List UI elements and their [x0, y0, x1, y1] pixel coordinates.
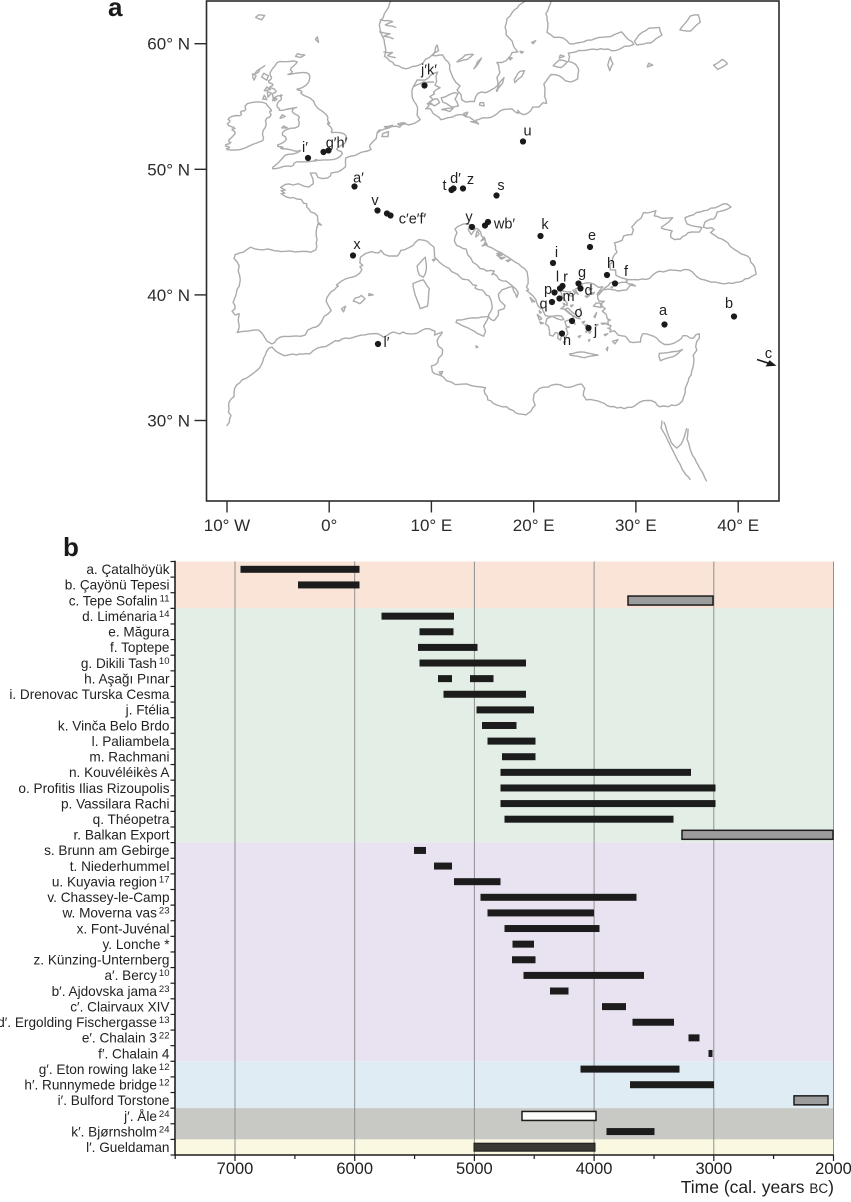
svg-text:g: g: [578, 265, 586, 281]
svg-text:l: l: [556, 270, 559, 286]
svg-text:t: t: [442, 178, 446, 194]
svg-text:q: q: [539, 297, 547, 313]
svg-text:Time (cal. years BC): Time (cal. years BC): [681, 1177, 834, 1197]
svg-text:c′e′f′: c′e′f′: [399, 212, 427, 228]
svg-text:d′: d′: [450, 171, 461, 187]
svg-text:e′. Chalain 322: e′. Chalain 3 22: [82, 1031, 170, 1046]
svg-text:h: h: [607, 256, 615, 272]
svg-text:i. Drenovac Turska Cesma: i. Drenovac Turska Cesma: [9, 687, 170, 702]
svg-text:l. Paliambela: l. Paliambela: [92, 734, 170, 749]
svg-text:m: m: [562, 289, 574, 305]
svg-text:e: e: [588, 228, 596, 244]
svg-text:10° W: 10° W: [204, 516, 250, 535]
svg-text:l′. Gueldaman: l′. Gueldaman: [86, 1140, 169, 1155]
svg-text:60° N: 60° N: [147, 35, 190, 54]
svg-text:v: v: [371, 193, 379, 209]
svg-text:l′: l′: [384, 335, 390, 351]
svg-text:x: x: [353, 237, 361, 253]
svg-text:40° N: 40° N: [147, 286, 190, 305]
svg-text:b: b: [725, 296, 733, 312]
svg-text:j′k′: j′k′: [420, 63, 437, 79]
svg-text:a. Çatalhöyük: a. Çatalhöyük: [86, 562, 169, 577]
svg-text:3000: 3000: [695, 1160, 732, 1178]
svg-text:5000: 5000: [456, 1160, 493, 1178]
svg-text:s. Brunn am Gebirge: s. Brunn am Gebirge: [44, 843, 169, 858]
svg-text:y: y: [465, 210, 473, 226]
svg-text:o: o: [574, 305, 582, 321]
svg-text:g′h′: g′h′: [326, 136, 348, 152]
svg-text:wb′: wb′: [493, 217, 516, 233]
svg-text:4000: 4000: [576, 1160, 613, 1178]
svg-text:t. Niederhummel: t. Niederhummel: [70, 859, 170, 874]
svg-text:7000: 7000: [217, 1160, 254, 1178]
svg-text:e. Măgura: e. Măgura: [108, 625, 170, 640]
svg-text:6000: 6000: [336, 1160, 373, 1178]
svg-text:z: z: [467, 172, 474, 188]
svg-text:k: k: [541, 217, 549, 233]
svg-text:0°: 0°: [321, 516, 337, 535]
svg-text:m. Rachmani: m. Rachmani: [89, 750, 169, 765]
svg-text:p. Vassilara Rachi: p. Vassilara Rachi: [61, 796, 170, 811]
svg-text:n: n: [563, 333, 571, 349]
svg-text:40° E: 40° E: [717, 516, 759, 535]
svg-text:a′: a′: [353, 171, 364, 187]
svg-text:c: c: [765, 346, 772, 362]
svg-text:a: a: [659, 303, 668, 319]
svg-text:30° N: 30° N: [147, 412, 190, 431]
svg-text:y. Lonche *: y. Lonche *: [102, 937, 170, 952]
svg-text:30° E: 30° E: [615, 516, 657, 535]
svg-text:k. Vinča Belo Brdo: k. Vinča Belo Brdo: [58, 718, 170, 733]
svg-text:i′: i′: [302, 140, 308, 156]
svg-text:f: f: [624, 264, 629, 280]
svg-text:c′. Clairvaux XIV: c′. Clairvaux XIV: [70, 999, 169, 1014]
svg-text:20° E: 20° E: [513, 516, 555, 535]
svg-text:j. Ftélia: j. Ftélia: [125, 703, 170, 718]
svg-text:a: a: [108, 0, 123, 22]
svg-text:s: s: [497, 178, 504, 194]
svg-text:r. Balkan Export: r. Balkan Export: [74, 828, 170, 843]
svg-text:f′. Chalain 4: f′. Chalain 4: [98, 1046, 170, 1061]
svg-text:d: d: [584, 283, 592, 299]
svg-text:b. Çayönü Tepesi: b. Çayönü Tepesi: [65, 578, 170, 593]
svg-text:i: i: [555, 245, 558, 261]
svg-text:v. Chassey-le-Camp: v. Chassey-le-Camp: [47, 890, 169, 905]
svg-text:u: u: [523, 124, 531, 140]
svg-text:j: j: [593, 323, 597, 339]
svg-text:r: r: [563, 270, 568, 286]
svg-text:2000: 2000: [815, 1160, 851, 1178]
svg-text:i′. Bulford Torstone: i′. Bulford Torstone: [58, 1093, 170, 1108]
svg-text:q. Théopetra: q. Théopetra: [93, 812, 170, 827]
svg-text:50° N: 50° N: [147, 160, 190, 179]
svg-text:o. Profitis Ilias Rizoupolis: o. Profitis Ilias Rizoupolis: [18, 781, 169, 796]
svg-text:10° E: 10° E: [411, 516, 453, 535]
svg-text:z. Künzing-Unternberg: z. Künzing-Unternberg: [33, 953, 169, 968]
svg-text:b: b: [63, 532, 79, 562]
svg-text:n. Kouvéléikès A: n. Kouvéléikès A: [69, 765, 170, 780]
svg-text:h. Aşağı Pınar: h. Aşağı Pınar: [84, 671, 170, 686]
svg-text:p: p: [544, 282, 552, 298]
svg-text:x. Font-Juvénal: x. Font-Juvénal: [77, 921, 170, 936]
svg-text:f. Toptepe: f. Toptepe: [110, 640, 169, 655]
